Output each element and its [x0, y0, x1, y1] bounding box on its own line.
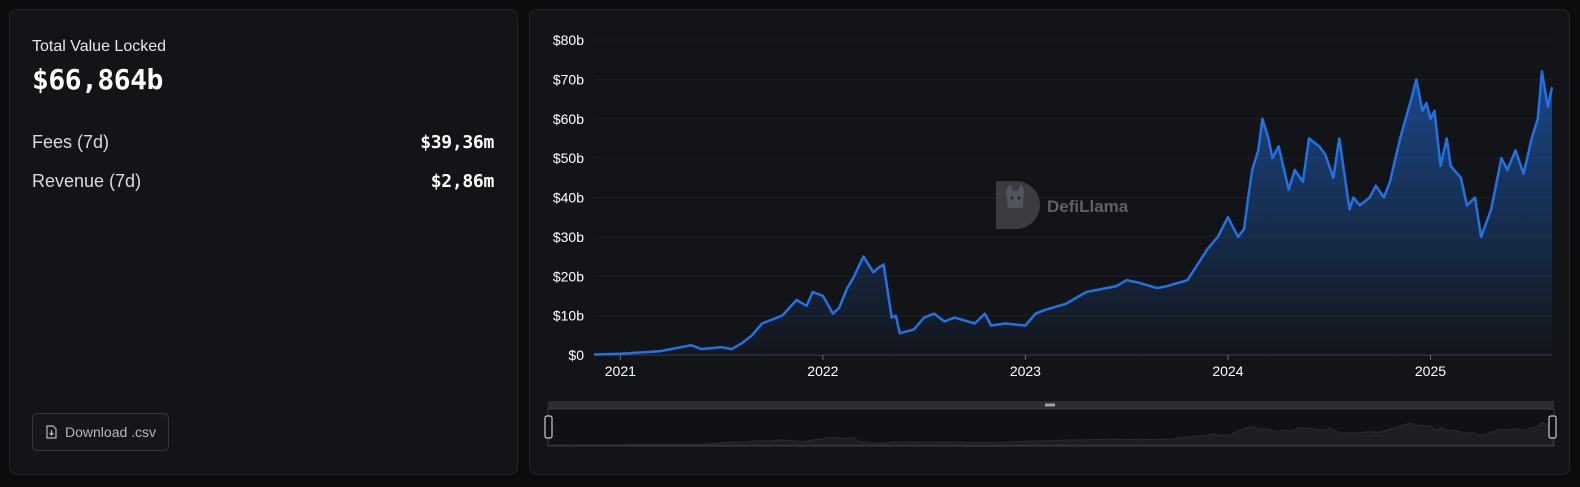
- llama-logo-icon: [996, 181, 1040, 229]
- x-tick-label: 2025: [1415, 363, 1446, 379]
- y-tick-label: $80b: [553, 32, 584, 48]
- y-tick-label: $0: [568, 347, 584, 363]
- download-file-icon: [46, 425, 57, 439]
- watermark-text: DefiLlama: [1047, 197, 1129, 216]
- y-tick-label: $40b: [553, 190, 584, 206]
- brush-right-handle[interactable]: [1548, 415, 1557, 439]
- fees-row: Fees (7d) $39,36m: [32, 132, 494, 153]
- y-tick-label: $20b: [553, 268, 584, 284]
- download-csv-button[interactable]: Download .csv: [32, 413, 170, 451]
- zoom-brush[interactable]: [544, 401, 1557, 447]
- brush-grip-icon[interactable]: [1045, 403, 1055, 407]
- x-tick-label: 2023: [1010, 363, 1041, 379]
- y-tick-label: $60b: [553, 111, 584, 127]
- brush-left-handle[interactable]: [544, 415, 553, 439]
- y-tick-label: $30b: [553, 229, 584, 245]
- tvl-chart: $0 $10b $20b $30b $40b $50b $60b $70b $80b 2021 2…: [544, 32, 1557, 447]
- y-tick-label: $50b: [553, 150, 584, 166]
- revenue-label: Revenue (7d): [32, 171, 142, 191]
- revenue-row: Revenue (7d) $2,86m: [32, 171, 494, 192]
- chart-panel: $0 $10b $20b $30b $40b $50b $60b $70b $80b 2021 2…: [529, 9, 1570, 475]
- x-tick-label: 2022: [807, 363, 838, 379]
- y-tick-label: $10b: [553, 308, 584, 324]
- revenue-value: $2,86m: [430, 171, 495, 192]
- tvl-label: Total Value Locked: [32, 38, 167, 55]
- fees-label: Fees (7d): [32, 132, 110, 152]
- download-csv-label: Download .csv: [65, 424, 157, 440]
- x-tick-label: 2021: [605, 363, 636, 379]
- stats-panel: Total Value Locked $66,864b Fees (7d) $3…: [9, 9, 518, 475]
- fees-value: $39,36m: [420, 132, 494, 153]
- tvl-value: $66,864b: [32, 63, 163, 96]
- tvl-line: [593, 70, 1554, 356]
- brush-mini-area: [548, 421, 1554, 446]
- x-tick-label: 2024: [1212, 363, 1243, 379]
- defillama-watermark: DefiLlama: [996, 181, 1129, 229]
- y-tick-label: $70b: [553, 71, 584, 87]
